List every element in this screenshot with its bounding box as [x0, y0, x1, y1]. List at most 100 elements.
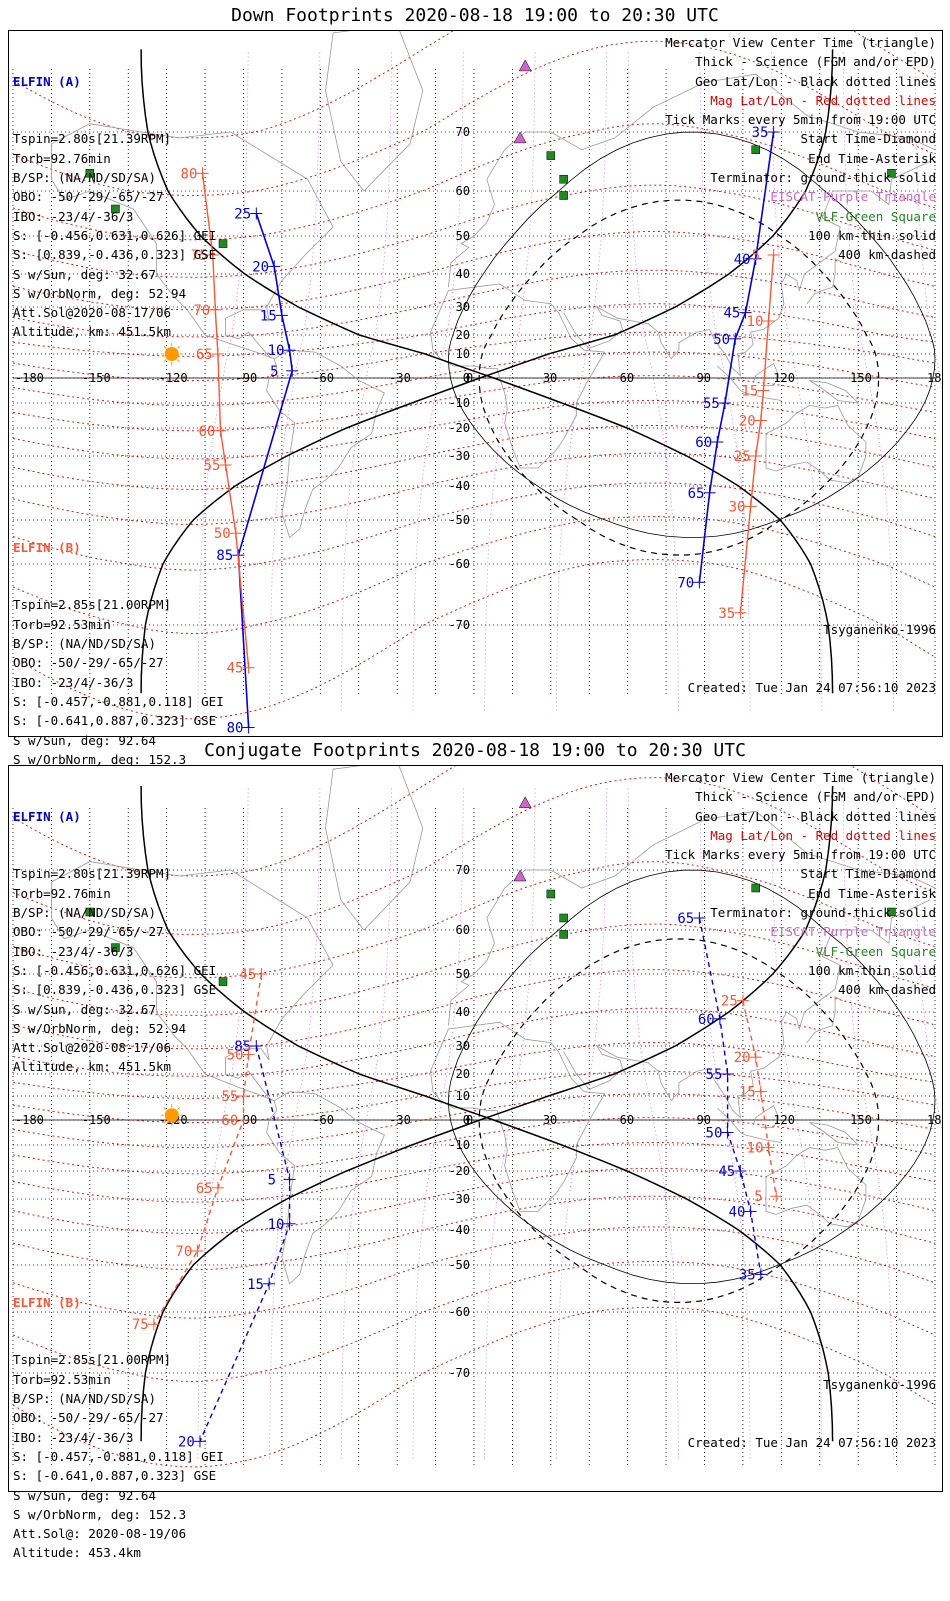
- coastline: [563, 161, 931, 377]
- mag-lat-line: [12, 969, 936, 1050]
- lat-tick-label: 50: [456, 229, 470, 243]
- track-tick-label: 65: [688, 486, 705, 502]
- legend-line: Mag Lat/Lon - Red dotted lines: [710, 92, 936, 108]
- track-tick-label: 60: [198, 424, 215, 440]
- vlf-square-icon: [111, 943, 120, 952]
- mag-lon-line: [269, 49, 321, 711]
- mag-grid: [12, 31, 942, 720]
- track-tick-label: 45: [718, 1164, 735, 1180]
- coastline: [430, 1021, 606, 1212]
- legend-line: VLF-Green Square: [815, 208, 936, 224]
- mag-lon-line: [771, 49, 823, 711]
- track-tick-label: 85: [234, 1039, 251, 1055]
- mag-lat-line: [12, 923, 936, 1016]
- track-tick-label: 60: [222, 1113, 239, 1129]
- map-down-footprints: -180 -150 -120 -90 -60 -30 0 30 60 90 120 150 180 70 6…: [12, 31, 942, 736]
- lon-tick-label: -180: [15, 371, 44, 385]
- lat-tick-label: -60: [448, 557, 470, 571]
- track-tick-label: 25: [734, 449, 751, 465]
- track-tick-label: 10: [747, 1141, 764, 1157]
- panel-title-conjugate: Conjugate Footprints 2020-08-18 19:00 to…: [204, 740, 746, 761]
- terminator-100km: [447, 869, 936, 1284]
- geo-grid: [12, 69, 936, 695]
- lat-tick-label: 50: [456, 967, 470, 981]
- lat-tick-label: -30: [448, 449, 470, 463]
- legend: Mercator View Center Time (triangle) Thic…: [665, 768, 936, 1000]
- lat-tick-label: 30: [456, 1039, 470, 1053]
- lat-tick-label: -70: [448, 1366, 470, 1380]
- track-tick-label: 30: [729, 499, 746, 515]
- mag-lat-line: [12, 231, 936, 311]
- site-markers: [85, 796, 896, 1127]
- track-tick-label: 15: [739, 1085, 756, 1101]
- coastline: [752, 1105, 780, 1128]
- mag-lat-line: [12, 31, 936, 139]
- track-tick-label: 20: [252, 259, 269, 275]
- panel-title-down: Down Footprints 2020-08-18 19:00 to 20:3…: [231, 5, 719, 26]
- created-label: Created: Tue Jan 24 07:56:10 2023: [687, 680, 936, 696]
- lat-tick-label: -40: [448, 479, 470, 493]
- sun-ray: [177, 345, 180, 349]
- elfin-b-header: ELFIN (B): [13, 539, 81, 555]
- track-tick-label: 80: [227, 720, 244, 736]
- vlf-square-icon: [85, 169, 95, 178]
- track-tick-label: 50: [706, 1126, 723, 1142]
- lon-tick-label: 0: [466, 371, 473, 385]
- lat-tick-label: 0: [463, 1113, 470, 1127]
- coastline: [266, 349, 385, 539]
- info-line: S: [-0.457,-0.881,0.118] GEI: [13, 693, 224, 709]
- mag-lon-line: [842, 49, 894, 711]
- sun-ray: [163, 1120, 167, 1124]
- legend-line: End Time-Asterisk: [808, 150, 936, 166]
- legend-line: Terminator: ground-thick solid: [710, 905, 936, 921]
- track-tick-label: 55: [204, 458, 221, 474]
- info-line: S w/OrbNorm, deg: 52.94: [13, 285, 187, 301]
- coastline: [806, 258, 843, 304]
- lon-tick-label: -150: [82, 1113, 111, 1127]
- coastline: [325, 31, 424, 192]
- lat-tick-label: 0: [463, 371, 470, 385]
- coastline: [809, 380, 860, 404]
- legend-line: Start Time-Diamond: [800, 131, 936, 147]
- track-tick-label: 20: [734, 1050, 751, 1066]
- lon-tick-label: 30: [543, 1113, 557, 1127]
- track-line: [698, 131, 775, 583]
- info-line: B/SP: (NA/ND/SD/SA): [13, 1391, 156, 1407]
- lat-tick-label: -30: [448, 1192, 470, 1206]
- info-line: S w/Sun, deg: 92.64: [13, 732, 156, 748]
- lon-tick-label: 90: [697, 371, 711, 385]
- track-tick-label: 65: [196, 1181, 213, 1197]
- lat-tick-label: -20: [448, 1164, 470, 1178]
- mag-lat-line: [12, 452, 936, 525]
- track-tick-label: 85: [216, 548, 233, 564]
- track-tick-label: 20: [739, 414, 756, 430]
- vlf-square-icon: [559, 191, 568, 200]
- vlf-square-icon: [559, 913, 568, 923]
- track-tick-label: 50: [227, 1047, 244, 1063]
- terminator: [140, 785, 936, 1442]
- terminator-400km: [478, 199, 880, 556]
- credit: Tsyganenko-1996 Created: Tue Jan 24 07:5…: [688, 1337, 936, 1491]
- lon-tick-label: -30: [389, 371, 411, 385]
- elfin-b-header: ELFIN (B): [13, 1294, 81, 1310]
- elfin-a-info: ELFIN (A) Tspin=2.80s[21.39RPM] Torb=92.7…: [13, 33, 216, 380]
- track-tick-label: 5: [752, 248, 760, 264]
- legend-line: Start Time-Diamond: [800, 866, 936, 882]
- coastline: [809, 1122, 860, 1146]
- legend-line: Tick Marks every 5min from 19:00 UTC: [665, 847, 936, 863]
- info-line: Altitude: 453.4km: [13, 1545, 141, 1561]
- lon-tick-label: 180: [927, 1113, 942, 1127]
- terminator-400km: [478, 938, 880, 1303]
- elfin-a-lines: Tspin=2.80s[21.39RPM] Torb=92.76min B/SP: …: [13, 129, 216, 341]
- track-tick-label: 55: [703, 396, 720, 412]
- lon-tick-label: -60: [312, 371, 334, 385]
- track-tick-label: 35: [752, 125, 769, 141]
- legend-line: Terminator: ground-thick solid: [710, 170, 936, 186]
- mag-lon-line: [412, 785, 464, 1459]
- site-markers: [85, 59, 896, 365]
- legend-line: Thick - Science (FGM and/or EPD): [695, 54, 936, 70]
- elfin-a-lines: Tspin=2.80s[21.39RPM] Torb=92.76min B/SP: …: [13, 864, 216, 1076]
- info-line: Tspin=2.85s[21.00RPM]: [13, 1352, 172, 1368]
